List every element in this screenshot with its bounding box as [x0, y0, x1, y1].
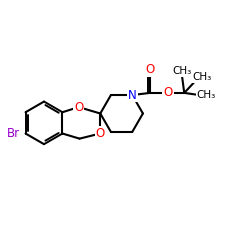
Text: O: O [164, 86, 173, 100]
Text: CH₃: CH₃ [192, 72, 212, 82]
Text: Br: Br [7, 127, 20, 140]
Text: N: N [128, 88, 136, 102]
Text: CH₃: CH₃ [172, 66, 192, 76]
Text: O: O [74, 100, 83, 114]
Text: O: O [146, 64, 155, 76]
Text: CH₃: CH₃ [196, 90, 216, 100]
Text: O: O [96, 127, 105, 140]
